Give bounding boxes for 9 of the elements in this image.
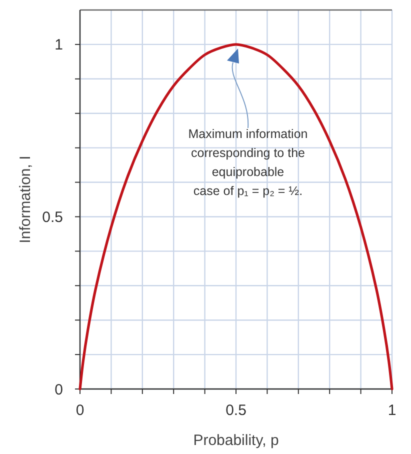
x-tick-label: 0.5 xyxy=(226,402,246,419)
x-axis-title: Probability, p xyxy=(193,432,279,449)
annotation: Maximum information corresponding to the equiprobable case of p₁ = p₂ = ½. xyxy=(188,127,308,198)
x-tick-label: 0 xyxy=(76,402,84,419)
y-tick-label: 0 xyxy=(54,381,63,398)
y-axis-title: Information, I xyxy=(17,156,34,244)
x-tick-label: 1 xyxy=(388,402,396,419)
y-tick-label: 0.5 xyxy=(42,208,63,226)
y-tick-label: 1 xyxy=(54,36,63,54)
